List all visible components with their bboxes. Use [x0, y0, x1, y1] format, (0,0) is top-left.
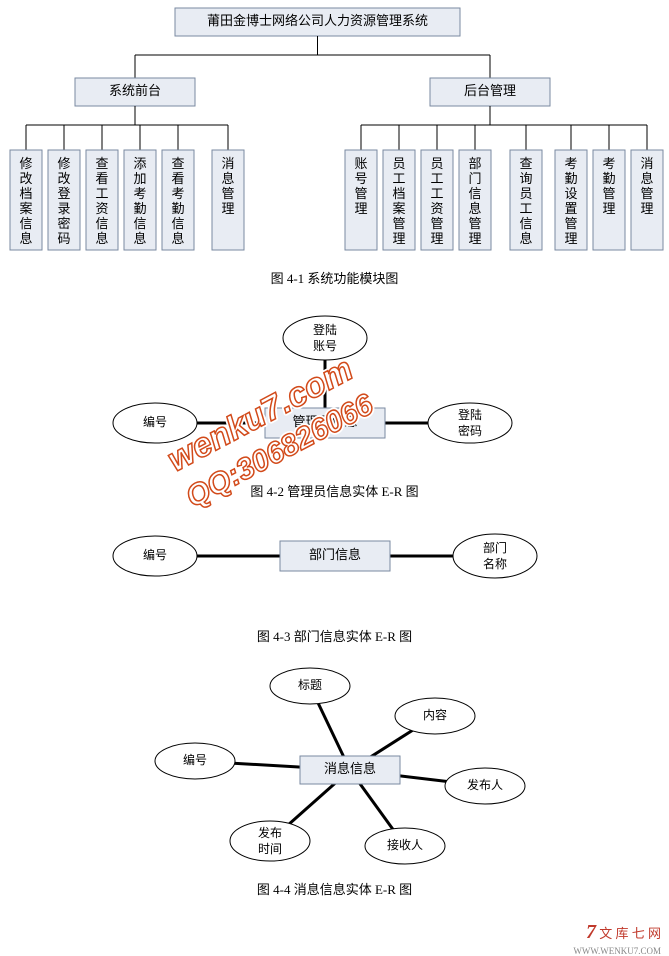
svg-text:编号: 编号 [142, 414, 166, 429]
svg-text:发布人: 发布人 [466, 777, 502, 792]
caption-4-2: 图 4-2 管理员信息实体 E-R 图 [0, 481, 669, 500]
svg-text:部门信息管理: 部门信息管理 [468, 156, 481, 246]
svg-text:消息信息: 消息信息 [323, 761, 375, 776]
svg-text:莆田金博士网络公司人力资源管理系统: 莆田金博士网络公司人力资源管理系统 [207, 13, 428, 28]
er-dept: 部门信息 编号 部门名称 [55, 516, 615, 596]
svg-text:登陆: 登陆 [457, 407, 481, 422]
footer: 7 文 库 七 网 WWW.WENKU7.COM [0, 914, 669, 944]
svg-text:编号: 编号 [182, 752, 206, 767]
svg-text:查询员工信息: 查询员工信息 [519, 156, 532, 246]
svg-text:密码: 密码 [457, 423, 481, 438]
svg-text:发布: 发布 [257, 825, 281, 840]
svg-text:员工工资管理: 员工工资管理 [430, 156, 443, 246]
svg-text:内容: 内容 [422, 707, 446, 722]
svg-text:登陆: 登陆 [312, 322, 336, 337]
svg-text:修改登录密码: 修改登录密码 [57, 156, 70, 246]
svg-text:查看考勤信息: 查看考勤信息 [171, 156, 184, 246]
footer-url: WWW.WENKU7.COM [573, 946, 661, 956]
caption-4-1: 图 4-1 系统功能模块图 [0, 268, 669, 287]
footer-logo: 7 文 库 七 网 [586, 921, 661, 944]
svg-text:消息管理: 消息管理 [221, 156, 234, 216]
svg-text:时间: 时间 [257, 842, 281, 856]
svg-text:账号管理: 账号管理 [354, 156, 367, 216]
svg-text:账号: 账号 [312, 339, 336, 353]
svg-text:编号: 编号 [142, 547, 166, 562]
svg-text:后台管理: 后台管理 [464, 83, 516, 98]
svg-text:员工档案管理: 员工档案管理 [392, 156, 405, 246]
er-message: 消息信息 标题内容编号发布人发布时间 接收人 [55, 661, 615, 871]
svg-text:消息管理: 消息管理 [640, 156, 653, 216]
svg-text:考勤管理: 考勤管理 [602, 156, 615, 216]
system-module-tree: 莆田金博士网络公司人力资源管理系统系统前台修改档案信息 修改登录密码 查看工资信息 添… [0, 0, 669, 260]
svg-text:管理员信息: 管理员信息 [292, 414, 357, 429]
svg-text:接收人: 接收人 [386, 837, 422, 852]
er-admin: 管理员信息登陆账号编号登陆密码 [55, 303, 615, 473]
svg-text:名称: 名称 [482, 556, 506, 571]
svg-text:部门信息: 部门信息 [308, 547, 360, 562]
svg-text:部门: 部门 [482, 540, 506, 555]
svg-text:系统前台: 系统前台 [109, 83, 161, 98]
svg-text:考勤设置管理: 考勤设置管理 [564, 156, 577, 246]
svg-text:添加考勤信息: 添加考勤信息 [133, 156, 146, 246]
caption-4-4: 图 4-4 消息信息实体 E-R 图 [0, 879, 669, 898]
svg-text:修改档案信息: 修改档案信息 [19, 156, 32, 246]
svg-text:标题: 标题 [297, 678, 321, 692]
caption-4-3: 图 4-3 部门信息实体 E-R 图 [0, 626, 669, 645]
svg-text:查看工资信息: 查看工资信息 [95, 156, 108, 246]
